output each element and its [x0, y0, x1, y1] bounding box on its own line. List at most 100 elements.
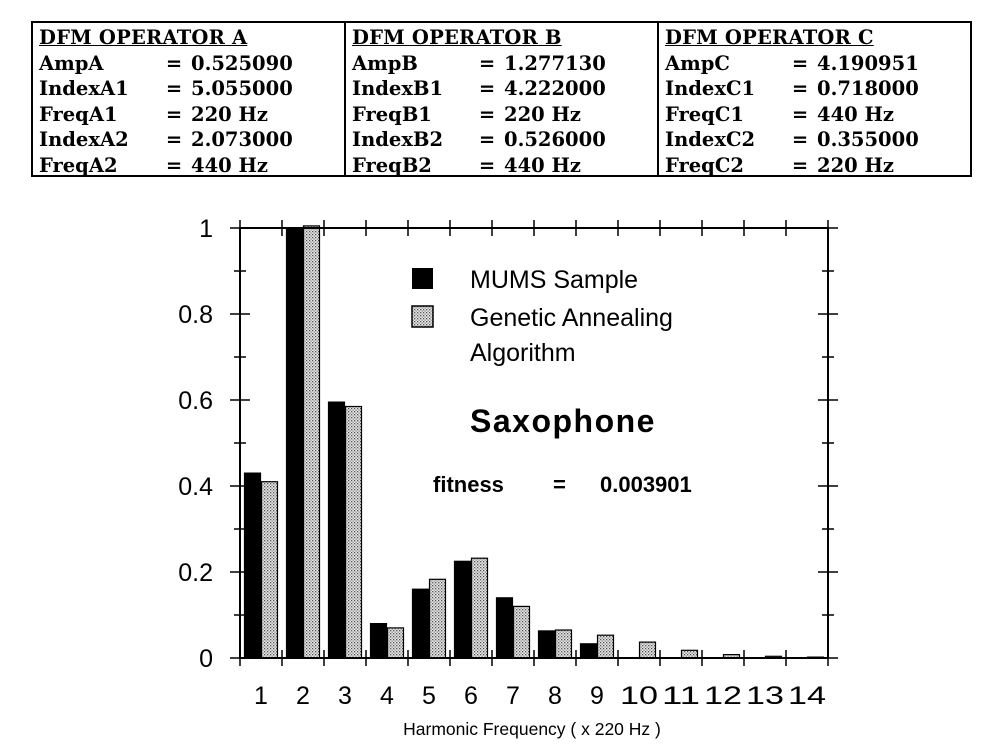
param-value: 5.055000: [191, 77, 293, 100]
operator-a-row-index1: IndexA1 = 5.055000: [39, 76, 338, 102]
operator-c-row-freq2: FreqC2 = 220 Hz: [665, 153, 964, 179]
x-tick-label: 5: [422, 682, 436, 710]
param-equals: =: [791, 77, 809, 100]
operator-c-row-freq1: FreqC1 = 440 Hz: [665, 102, 964, 128]
fitness-label: fitness: [433, 472, 504, 497]
x-tick-label: 6: [464, 682, 478, 710]
bar-mums-h8: [537, 630, 556, 659]
operator-a-title: DFM OPERATOR A: [39, 26, 248, 49]
bar-gaa-h10: [638, 641, 657, 659]
param-equals: =: [478, 77, 496, 100]
bar-mums-h9: [579, 643, 598, 659]
legend-swatch-gaa: [411, 305, 434, 328]
operator-b-row-index1: IndexB1 = 4.222000: [352, 76, 651, 102]
param-equals: =: [165, 102, 183, 126]
param-name: IndexA1: [39, 77, 129, 100]
bar-gaa-h11: [680, 649, 699, 659]
operator-b-title: DFM OPERATOR B: [352, 26, 562, 49]
param-equals: =: [478, 102, 496, 126]
x-tick-label: 12: [704, 682, 742, 710]
bar-mums-h7: [495, 597, 514, 659]
fitness-equals: =: [553, 472, 566, 497]
x-tick-label: 8: [548, 682, 562, 710]
x-tick-label: 3: [338, 682, 352, 710]
tick-labels-group: 00.20.40.60.811 2 3 4 5 6 7 8 9 10 11 12 13 14: [178, 215, 826, 710]
legend-swatch-mums: [412, 268, 433, 289]
operator-c-row-amp: AmpC = 4.190951: [665, 51, 964, 77]
param-value: 0.525090: [191, 51, 293, 75]
operator-b-row-amp: AmpB = 1.277130: [352, 51, 651, 77]
x-tick-label: 7: [506, 682, 520, 710]
param-name: FreqB2: [352, 153, 432, 177]
operator-a-row-freq1: FreqA1 = 220 Hz: [39, 102, 338, 128]
param-equals: =: [478, 128, 496, 151]
param-value: 0.718000: [817, 77, 919, 100]
param-equals: =: [478, 153, 496, 177]
param-name: AmpA: [39, 51, 104, 75]
param-value: 440 Hz: [191, 153, 268, 177]
operator-a-row-freq2: FreqA2 = 440 Hz: [39, 153, 338, 179]
x-tick-label: 2: [296, 682, 310, 710]
param-value: 220 Hz: [817, 153, 894, 177]
param-value: 0.526000: [504, 128, 606, 151]
legend-label-gaa-line1: Genetic Annealing: [470, 304, 673, 332]
param-name: AmpB: [352, 51, 418, 75]
bar-gaa-h7: [512, 605, 531, 659]
legend-label-gaa-line2: Algorithm: [470, 339, 576, 367]
param-value: 220 Hz: [504, 102, 581, 126]
bar-gaa-h1: [260, 481, 279, 659]
bar-gaa-h2: [302, 225, 321, 659]
bar-gaa-h5: [428, 578, 447, 659]
param-value: 0.355000: [817, 128, 919, 151]
param-equals: =: [165, 51, 183, 75]
fitness-annotation: fitness = 0.003901: [433, 472, 692, 497]
legend: MUMS Sample Genetic Annealing Algorithm: [411, 266, 673, 367]
param-equals: =: [791, 128, 809, 151]
bar-gaa-h9: [596, 634, 615, 659]
x-axis-label: Harmonic Frequency ( x 220 Hz ): [403, 719, 661, 739]
x-tick-label: 11: [662, 682, 700, 710]
bar-mums-h3: [327, 401, 346, 659]
operator-b-column: DFM OPERATOR B AmpB = 1.277130 IndexB1 = 4.2…: [346, 23, 659, 177]
param-name: IndexB1: [352, 77, 444, 100]
operator-a-column: DFM OPERATOR A AmpA = 0.525090 IndexA1 = 5.0…: [33, 23, 346, 177]
param-name: IndexC2: [665, 128, 756, 151]
x-tick-label: 10: [620, 682, 658, 710]
param-name: AmpC: [665, 51, 730, 75]
operator-b-row-freq2: FreqB2 = 440 Hz: [352, 153, 651, 179]
param-value: 2.073000: [191, 128, 293, 151]
param-value: 440 Hz: [817, 102, 894, 126]
param-equals: =: [165, 153, 183, 177]
operator-c-row-index1: IndexC1 = 0.718000: [665, 76, 964, 102]
y-tick-label: 0.6: [178, 387, 213, 415]
param-equals: =: [791, 153, 809, 177]
x-tick-label: 1: [254, 682, 268, 710]
bar-mums-h5: [411, 588, 430, 659]
operator-a-row-index2: IndexA2 = 2.073000: [39, 127, 338, 153]
axes-group: [230, 220, 838, 666]
chart-title: Saxophone: [470, 403, 656, 439]
param-equals: =: [165, 77, 183, 100]
bar-gaa-h6: [470, 557, 489, 659]
param-value: 4.190951: [817, 51, 919, 75]
param-name: FreqA2: [39, 153, 118, 177]
param-name: FreqA1: [39, 102, 118, 126]
param-name: IndexC1: [665, 77, 756, 100]
x-tick-label: 4: [380, 682, 394, 710]
y-tick-label: 0.4: [178, 473, 213, 501]
operator-b-row-index2: IndexB2 = 0.526000: [352, 127, 651, 153]
param-value: 1.277130: [504, 51, 606, 75]
operator-a-row-amp: AmpA = 0.525090: [39, 51, 338, 77]
param-name: FreqC1: [665, 102, 744, 126]
fitness-value: 0.003901: [600, 472, 692, 497]
param-equals: =: [791, 102, 809, 126]
operator-c-row-index2: IndexC2 = 0.355000: [665, 127, 964, 153]
x-tick-label: 9: [590, 682, 604, 710]
bars-group: [243, 225, 825, 659]
param-name: FreqB1: [352, 102, 432, 126]
param-name: IndexA2: [39, 128, 129, 151]
y-tick-label: 0.8: [178, 301, 213, 329]
bar-mums-h4: [369, 622, 388, 659]
param-name: IndexB2: [352, 128, 444, 151]
